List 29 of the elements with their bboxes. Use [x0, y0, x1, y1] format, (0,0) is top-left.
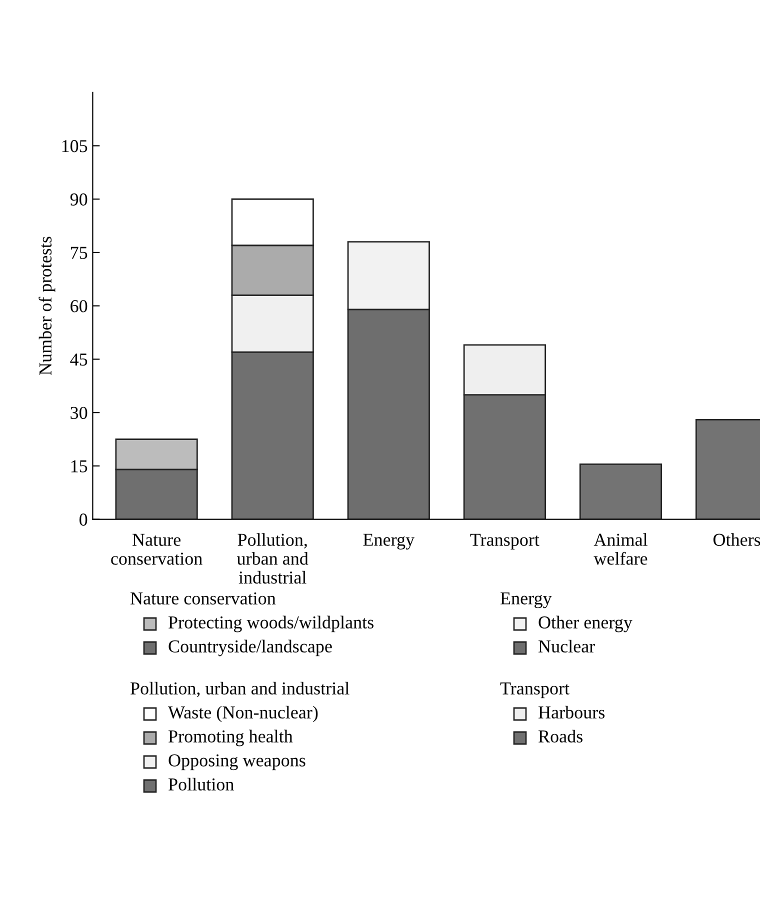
- legend-label: Countryside/landscape: [168, 640, 332, 656]
- x-tick-label: Transport: [470, 534, 540, 550]
- y-tick-label: 75: [70, 246, 88, 259]
- category-label: Pollution, urban and industrial: [130, 682, 350, 698]
- legend-label: Nuclear: [538, 640, 595, 653]
- y-tick-label: 45: [70, 354, 88, 366]
- y-tick-label: 105: [62, 140, 88, 152]
- legend-label: Harbours: [538, 706, 605, 719]
- legend-label: Roads: [538, 730, 582, 743]
- x-tick-label: Nature conservation: [111, 534, 202, 565]
- legend-label: Opposing weapons: [168, 754, 306, 770]
- y-tick-label: 15: [71, 460, 88, 472]
- category-label: Nature conservation: [130, 592, 276, 605]
- x-tick-label: Pollution, urban and industrial: [236, 533, 308, 584]
- category-label: Transport: [500, 682, 570, 698]
- legend-label: Pollution: [168, 778, 234, 791]
- y-tick-label: 30: [70, 406, 88, 420]
- legend-label: Promoting health: [168, 730, 293, 746]
- x-tick-label: Energy: [363, 534, 414, 550]
- y-tick-label: 90: [70, 193, 88, 206]
- category-label: Energy: [500, 592, 552, 608]
- legend-label: Other energy: [538, 616, 632, 632]
- x-tick-label: Animal welfare: [594, 533, 648, 565]
- x-tick-label: Others: [713, 533, 760, 546]
- legend-label: Protecting woods/wildplants: [168, 616, 374, 632]
- y-axis-title: Number of protests: [38, 236, 56, 376]
- y-tick-label: 60: [70, 300, 88, 312]
- y-tick-label: 0: [80, 514, 88, 526]
- legend-label: Waste (Non-nuclear): [168, 706, 318, 722]
